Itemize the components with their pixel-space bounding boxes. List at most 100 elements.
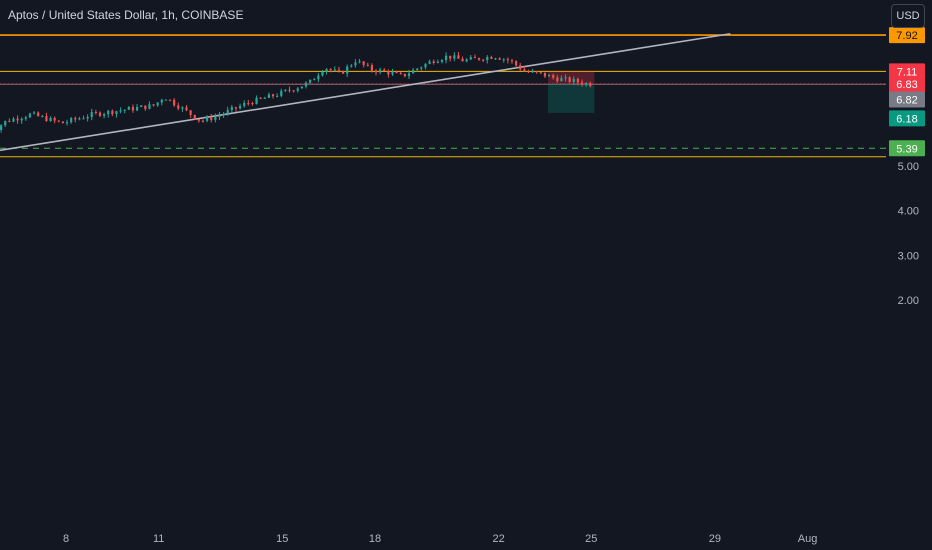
candle xyxy=(24,115,27,121)
candle xyxy=(53,116,56,124)
candle xyxy=(486,55,489,64)
candle-body xyxy=(98,112,102,116)
candle xyxy=(490,55,493,60)
candle xyxy=(276,93,279,98)
candle-body xyxy=(523,69,526,72)
candle-body xyxy=(362,61,365,65)
candle-body xyxy=(284,89,287,91)
candle-body xyxy=(358,61,361,63)
candle xyxy=(8,118,11,123)
candle xyxy=(201,119,205,123)
candle-body xyxy=(238,105,242,109)
y-tick-label: 5.00 xyxy=(898,161,919,173)
candle xyxy=(115,110,118,118)
candle-body xyxy=(37,112,40,117)
level-label-7.92-bg xyxy=(889,27,925,44)
candle-body xyxy=(0,125,3,130)
candle-body xyxy=(391,72,394,75)
candle xyxy=(148,101,151,110)
candle xyxy=(214,113,217,123)
candle-body xyxy=(428,61,431,64)
candle-body xyxy=(453,55,456,59)
candle xyxy=(20,117,23,124)
candle-body xyxy=(477,57,481,60)
candle-body xyxy=(560,78,563,82)
level-label-7.92: 7.92 xyxy=(896,30,917,42)
candle-body xyxy=(127,106,130,110)
candle-body xyxy=(222,113,225,116)
y-axis: 13.0012.0011.0010.009.005.004.003.002.00 xyxy=(898,161,919,307)
candle xyxy=(428,59,431,65)
candle-body xyxy=(32,112,36,114)
candle-body xyxy=(49,117,52,122)
trendline xyxy=(0,32,731,152)
candle xyxy=(539,71,542,75)
candle-body xyxy=(103,114,106,116)
candle xyxy=(366,62,369,67)
candle-body xyxy=(123,109,126,111)
candle xyxy=(251,101,254,106)
candle-body xyxy=(300,86,303,89)
candle xyxy=(424,63,427,70)
candle-body xyxy=(61,121,65,124)
candle-body xyxy=(585,83,588,85)
candle-body xyxy=(403,73,406,77)
candle xyxy=(317,72,320,83)
candle-body xyxy=(292,90,295,92)
candle xyxy=(304,81,308,89)
candle-body xyxy=(86,117,89,119)
candle xyxy=(436,59,439,64)
candle-body xyxy=(20,118,23,121)
candle-body xyxy=(552,75,555,78)
x-tick-label: 29 xyxy=(709,533,721,545)
candle-body xyxy=(469,57,472,60)
currency-button[interactable]: USD xyxy=(891,4,925,28)
candle xyxy=(444,52,448,64)
candle-body xyxy=(57,120,60,122)
position-target-zone xyxy=(548,83,595,113)
candle xyxy=(432,59,435,65)
candle-body xyxy=(379,69,382,73)
candle xyxy=(86,114,89,122)
candle xyxy=(238,103,242,110)
candle xyxy=(259,97,262,99)
candle xyxy=(247,99,250,106)
candle xyxy=(189,109,192,119)
candle-body xyxy=(457,55,460,59)
candle-body xyxy=(321,71,324,76)
x-tick-label: 25 xyxy=(585,533,597,545)
candle-body xyxy=(547,75,551,77)
candle-body xyxy=(440,60,444,62)
candle-body xyxy=(214,116,217,121)
candle-body xyxy=(580,82,584,85)
candle xyxy=(564,74,567,82)
candle-body xyxy=(144,105,147,109)
candle xyxy=(210,113,213,123)
candle-body xyxy=(296,88,299,91)
candle xyxy=(90,108,93,121)
candle xyxy=(321,69,324,77)
candle xyxy=(416,68,419,72)
candle xyxy=(111,109,114,117)
candle-body xyxy=(65,122,69,124)
price-labels: 10.799.417.927.116.8314:266.826.185.39 xyxy=(889,27,925,157)
candle-body xyxy=(164,99,168,101)
candle xyxy=(292,89,295,93)
candle-body xyxy=(78,118,81,120)
candle-body xyxy=(70,118,73,123)
candle-body xyxy=(28,113,32,118)
candle-body xyxy=(498,58,501,60)
candle xyxy=(325,68,328,75)
candle xyxy=(177,102,180,111)
current-price-label: 6.83 xyxy=(896,79,917,91)
candle-body xyxy=(12,118,15,122)
candle-body xyxy=(494,58,497,60)
candle xyxy=(103,112,106,119)
candle xyxy=(506,57,509,64)
candle xyxy=(531,68,534,73)
candle xyxy=(391,68,394,76)
y-tick-label: 3.00 xyxy=(898,250,919,262)
candle xyxy=(547,74,551,77)
candle-body xyxy=(41,116,44,118)
